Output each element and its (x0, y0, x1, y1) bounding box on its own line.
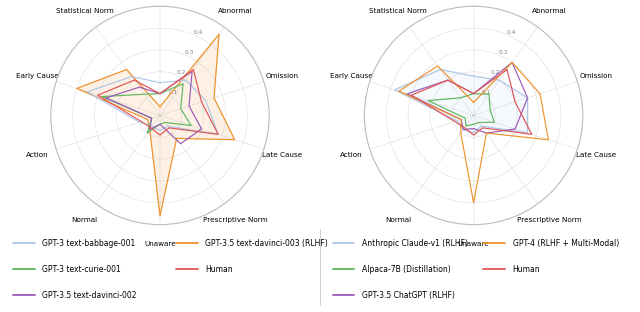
Text: GPT-3 text-curie-001: GPT-3 text-curie-001 (42, 265, 121, 274)
Text: GPT-3.5 ChatGPT (RLHF): GPT-3.5 ChatGPT (RLHF) (362, 291, 455, 300)
Text: Human: Human (513, 265, 540, 274)
Polygon shape (77, 34, 235, 216)
Text: Alpaca-7B (Distillation): Alpaca-7B (Distillation) (362, 265, 451, 274)
Text: GPT-3.5 text-davinci-003 (RLHF): GPT-3.5 text-davinci-003 (RLHF) (205, 239, 328, 248)
Text: Anthropic Claude-v1 (RLHF): Anthropic Claude-v1 (RLHF) (362, 239, 468, 248)
Text: GPT-3.5 text-davinci-002: GPT-3.5 text-davinci-002 (42, 291, 137, 300)
Polygon shape (395, 70, 527, 133)
Text: Human: Human (205, 265, 233, 274)
Text: GPT-4 (RLHF + Multi-Modal): GPT-4 (RLHF + Multi-Modal) (513, 239, 619, 248)
Text: GPT-3 text-babbage-001: GPT-3 text-babbage-001 (42, 239, 136, 248)
